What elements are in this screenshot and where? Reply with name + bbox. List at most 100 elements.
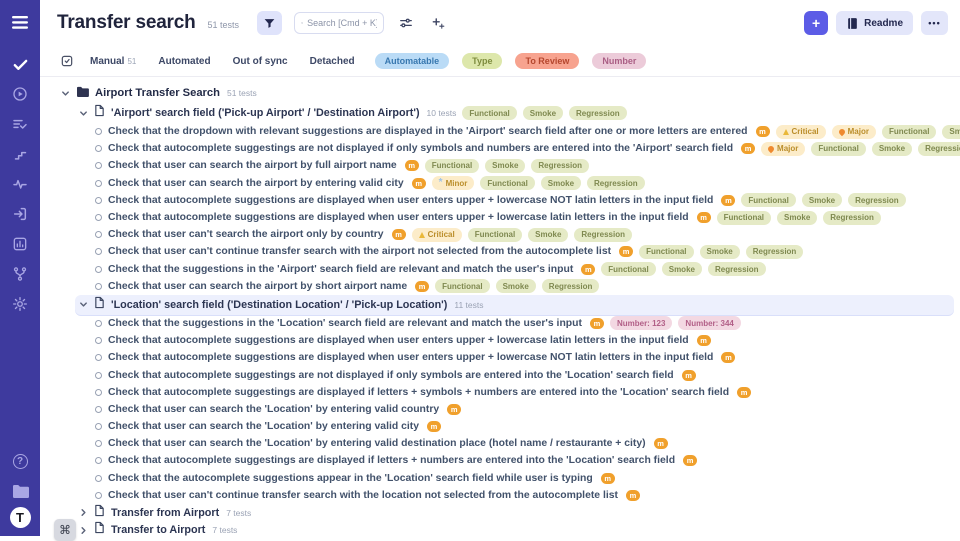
runs-play-icon[interactable]: [0, 79, 40, 109]
filter-tab-manual[interactable]: Manual 51: [90, 56, 136, 67]
test-row[interactable]: Check that autocomplete suggestings are …: [40, 366, 960, 383]
tag-pill[interactable]: Critical: [411, 227, 462, 242]
projects-folder-icon[interactable]: [0, 476, 40, 506]
tag-pill[interactable]: Functional: [424, 158, 480, 173]
tag-pill[interactable]: Smoke: [528, 227, 569, 242]
tag-pill[interactable]: Regression: [848, 193, 906, 208]
root-suite-row[interactable]: Airport Transfer Search 51 tests: [40, 83, 960, 103]
tag-pill[interactable]: Functional: [881, 124, 937, 139]
filter-tab-out-of-sync[interactable]: Out of sync: [233, 56, 288, 67]
test-row[interactable]: Check that autocomplete suggestings are …: [40, 140, 960, 157]
search-input[interactable]: [307, 18, 378, 28]
tag-pill[interactable]: Smoke: [522, 106, 564, 120]
chevron-right-icon[interactable]: [79, 508, 88, 517]
tag-pill[interactable]: Smoke: [777, 210, 818, 225]
help-icon[interactable]: ?: [0, 446, 40, 476]
tag-pill[interactable]: Smoke: [801, 193, 843, 208]
test-row[interactable]: Check that the dropdown with relevant su…: [40, 123, 960, 140]
test-row[interactable]: Check that autocomplete suggestings are …: [40, 384, 960, 401]
tag-pill[interactable]: Functional: [716, 210, 772, 225]
collapsed-suite-row[interactable]: Transfer from Airport 7 tests: [75, 504, 960, 522]
chevron-down-icon[interactable]: [79, 300, 88, 309]
test-row[interactable]: Check that autocomplete suggestions are …: [40, 332, 960, 349]
tag-pill[interactable]: Smoke: [871, 141, 913, 156]
plans-list-check-icon[interactable]: [0, 109, 40, 139]
tag-pill[interactable]: Regression: [587, 176, 645, 191]
reports-chart-icon[interactable]: [0, 229, 40, 259]
tag-pill[interactable]: Functional: [639, 244, 694, 259]
view-settings-sliders-icon[interactable]: [396, 13, 416, 33]
tag-pill[interactable]: Functional: [601, 262, 656, 277]
tag-pill[interactable]: Regression: [918, 141, 960, 156]
tag-pill[interactable]: Number: 123: [609, 316, 673, 331]
tag-pill[interactable]: Smoke: [485, 158, 526, 173]
tag-pill[interactable]: Smoke: [699, 244, 740, 259]
app-logo[interactable]: T: [0, 506, 40, 536]
command-shortcut-button[interactable]: ⌘: [54, 519, 76, 541]
tag-pill[interactable]: Smoke: [661, 262, 702, 277]
tag-pill[interactable]: Smoke: [495, 279, 536, 294]
select-all-checkbox-icon[interactable]: [60, 54, 74, 68]
test-row[interactable]: Check that the autocomplete suggestions …: [40, 470, 960, 487]
quick-add-sparkle-icon[interactable]: [428, 13, 448, 33]
filter-tab-automated[interactable]: Automated: [158, 56, 210, 67]
chevron-right-icon[interactable]: [79, 526, 88, 535]
test-row[interactable]: Check that user can search the 'Location…: [40, 418, 960, 435]
import-icon[interactable]: [0, 199, 40, 229]
filter-pill-number[interactable]: Number: [592, 53, 647, 69]
more-options-button[interactable]: •••: [921, 11, 948, 35]
filter-button[interactable]: [257, 11, 283, 35]
steps-icon[interactable]: [0, 139, 40, 169]
test-row[interactable]: Check that user can search the airport b…: [40, 278, 960, 295]
tag-pill[interactable]: Regression: [745, 244, 804, 259]
collapsed-suite-row[interactable]: Transfer to Airport 7 tests: [75, 521, 960, 536]
filter-pill-automatable[interactable]: Automatable: [374, 53, 450, 69]
test-row[interactable]: Check that the suggestions in the 'Locat…: [40, 315, 960, 332]
suite-row[interactable]: 'Airport' search field ('Pick-up Airport…: [75, 103, 954, 123]
filter-tab-detached[interactable]: Detached: [310, 56, 355, 67]
test-row[interactable]: Check that autocomplete suggestings are …: [40, 452, 960, 469]
tag-pill[interactable]: Smoke: [942, 124, 960, 139]
filter-pill-type[interactable]: Type: [462, 53, 503, 69]
tag-pill[interactable]: Critical: [775, 124, 826, 139]
test-row[interactable]: Check that user can search the airport b…: [40, 157, 960, 174]
test-row[interactable]: Check that autocomplete suggestions are …: [40, 209, 960, 226]
tag-pill[interactable]: Functional: [811, 141, 866, 156]
test-row[interactable]: Check that user can search the 'Location…: [40, 401, 960, 418]
test-row[interactable]: Check that user can search the 'Location…: [40, 435, 960, 452]
tag-pill[interactable]: Number: 344: [678, 316, 741, 331]
suite-row[interactable]: 'Location' search field ('Destination Lo…: [75, 294, 954, 315]
tag-pill[interactable]: Functional: [741, 193, 796, 208]
tag-pill[interactable]: Regression: [823, 210, 881, 225]
readme-button[interactable]: Readme: [836, 11, 913, 35]
tag-pill[interactable]: Functional: [467, 227, 523, 242]
tag-pill[interactable]: Regression: [541, 279, 600, 294]
test-row[interactable]: Check that autocomplete suggestions are …: [40, 349, 960, 366]
tag-pill[interactable]: Major: [761, 141, 806, 156]
activity-pulse-icon[interactable]: [0, 169, 40, 199]
tests-check-icon[interactable]: [0, 49, 40, 79]
add-button[interactable]: +: [804, 11, 829, 35]
chevron-down-icon[interactable]: [61, 89, 70, 98]
test-row[interactable]: Check that autocomplete suggestions are …: [40, 192, 960, 209]
tag-pill[interactable]: Functional: [462, 106, 517, 120]
tag-pill[interactable]: Regression: [531, 158, 589, 173]
tag-pill[interactable]: Regression: [574, 227, 632, 242]
test-row[interactable]: Check that user can't search the airport…: [40, 226, 960, 243]
filter-pill-to-review[interactable]: To Review: [515, 53, 580, 69]
hamburger-menu-icon[interactable]: [0, 7, 40, 37]
test-row[interactable]: Check that user can't continue transfer …: [40, 487, 960, 504]
branches-icon[interactable]: [0, 259, 40, 289]
tag-pill[interactable]: * Minor: [431, 176, 475, 191]
test-row[interactable]: Check that the suggestions in the 'Airpo…: [40, 261, 960, 278]
tag-pill[interactable]: Regression: [707, 262, 766, 277]
search-box[interactable]: [294, 12, 385, 34]
chevron-down-icon[interactable]: [79, 109, 88, 118]
test-row[interactable]: Check that user can't continue transfer …: [40, 243, 960, 260]
settings-gear-icon[interactable]: [0, 289, 40, 319]
tag-pill[interactable]: Functional: [435, 279, 490, 294]
tag-pill[interactable]: Major: [831, 124, 876, 139]
tag-pill[interactable]: Functional: [480, 176, 535, 191]
tag-pill[interactable]: Regression: [569, 106, 627, 120]
test-row[interactable]: Check that user can search the airport b…: [40, 175, 960, 192]
